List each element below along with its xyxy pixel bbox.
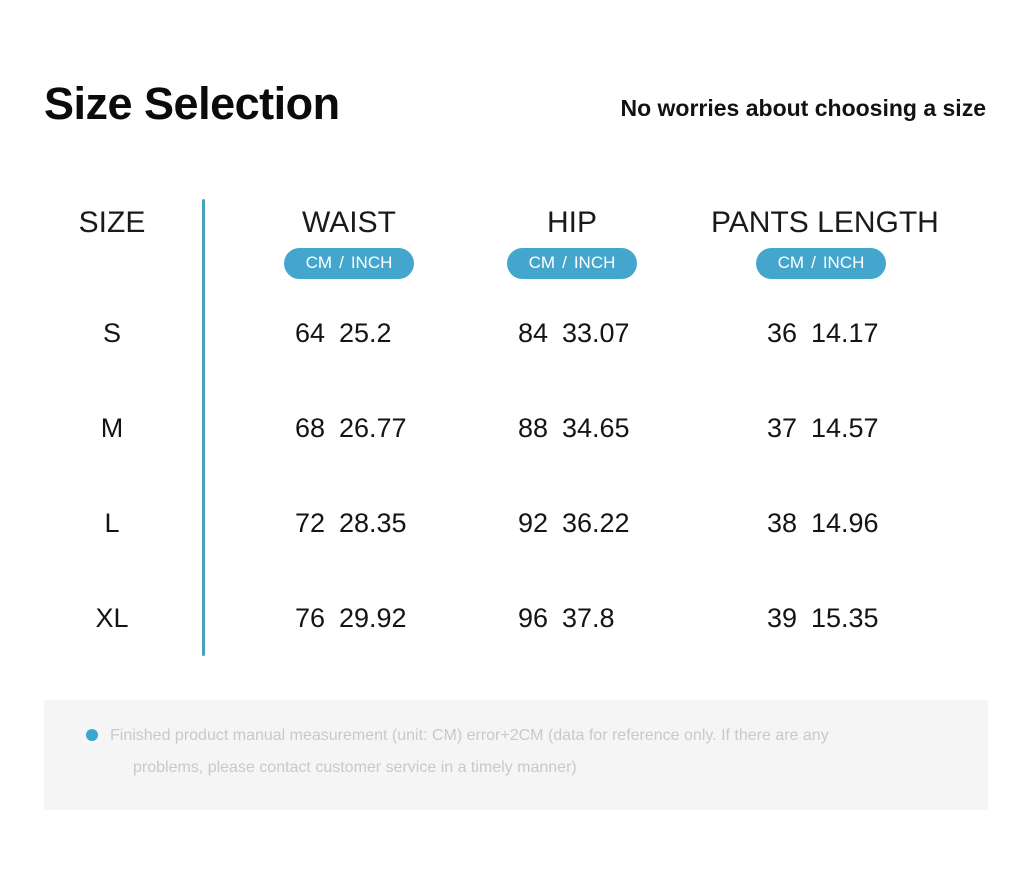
cell-hip-inch: 33.07 xyxy=(562,318,630,348)
cell-hip: 88 34.65 xyxy=(472,408,672,448)
unit-inch-label: INCH xyxy=(350,253,393,272)
cell-size: XL xyxy=(95,603,129,633)
unit-separator: / xyxy=(339,253,344,272)
cell-waist-inch: 29.92 xyxy=(339,603,407,633)
cell-waist-cm: 68 xyxy=(294,413,325,443)
cell-pants-length-inch: 14.57 xyxy=(811,413,879,443)
cell-waist: 72 28.35 xyxy=(249,503,449,543)
table-header-row: SIZE WAIST CM / INCH HIP CM / INCH PANTS LEN… xyxy=(0,196,1024,296)
page-title: Size Selection xyxy=(44,78,340,129)
cell-hip: 96 37.8 xyxy=(472,598,672,638)
cell-pants-length: 37 14.57 xyxy=(711,408,931,448)
cell-hip-inch: 36.22 xyxy=(562,508,630,538)
cell-pants-length-cm: 38 xyxy=(766,508,797,538)
bullet-icon xyxy=(86,729,98,741)
cell-waist-inch: 25.2 xyxy=(339,318,392,348)
column-header-pants-length-label: PANTS LENGTH xyxy=(711,206,939,239)
cell-waist-cm: 72 xyxy=(294,508,325,538)
cell-waist-inch: 28.35 xyxy=(339,508,407,538)
cell-pants-length: 36 14.17 xyxy=(711,313,931,353)
cell-hip-inch: 37.8 xyxy=(562,603,615,633)
table-vertical-divider xyxy=(202,199,205,656)
column-header-waist-label: WAIST xyxy=(302,206,396,239)
unit-separator: / xyxy=(562,253,567,272)
cell-pants-length-cm: 36 xyxy=(766,318,797,348)
cell-waist-cm: 64 xyxy=(294,318,325,348)
cell-size: L xyxy=(104,508,120,538)
unit-cm-label: CM xyxy=(777,253,805,272)
unit-cm-label: CM xyxy=(305,253,333,272)
column-header-pants-length: PANTS LENGTH CM / INCH xyxy=(711,204,939,279)
column-header-hip-label: HIP xyxy=(546,206,597,239)
cell-pants-length-inch: 14.96 xyxy=(811,508,879,538)
column-header-hip: HIP CM / INCH xyxy=(472,204,672,279)
column-header-waist: WAIST CM / INCH xyxy=(249,204,449,279)
cell-pants-length-inch: 14.17 xyxy=(811,318,879,348)
cell-waist: 64 25.2 xyxy=(249,313,449,353)
cell-hip: 84 33.07 xyxy=(472,313,672,353)
unit-inch-label: INCH xyxy=(822,253,865,272)
measurement-note-text: Finished product manual measurement (uni… xyxy=(110,720,960,784)
unit-separator: / xyxy=(811,253,816,272)
measurement-note-line-1: Finished product manual measurement (uni… xyxy=(110,727,829,744)
cell-hip-cm: 84 xyxy=(517,318,548,348)
unit-badge-hip: CM / INCH xyxy=(506,248,638,279)
cell-pants-length-inch: 15.35 xyxy=(811,603,879,633)
measurement-note-line-2: problems, please contact customer servic… xyxy=(133,759,577,776)
cell-hip-cm: 96 xyxy=(517,603,548,633)
unit-badge-waist: CM / INCH xyxy=(283,248,415,279)
table-row: XL 76 29.92 96 37.8 39 15.35 xyxy=(0,598,1024,642)
table-row: L 72 28.35 92 36.22 38 14.96 xyxy=(0,503,1024,547)
cell-size: M xyxy=(100,413,124,443)
cell-waist: 76 29.92 xyxy=(249,598,449,638)
cell-waist: 68 26.77 xyxy=(249,408,449,448)
cell-waist-inch: 26.77 xyxy=(339,413,407,443)
cell-hip-cm: 88 xyxy=(517,413,548,443)
column-header-size-label: SIZE xyxy=(78,206,146,239)
cell-waist-cm: 76 xyxy=(294,603,325,633)
measurement-note-panel: Finished product manual measurement (uni… xyxy=(44,700,988,810)
unit-cm-label: CM xyxy=(528,253,556,272)
table-row: M 68 26.77 88 34.65 37 14.57 xyxy=(0,408,1024,452)
unit-badge-pants-length: CM / INCH xyxy=(755,248,887,279)
cell-hip-inch: 34.65 xyxy=(562,413,630,443)
page-header: Size Selection No worries about choosing… xyxy=(0,76,1024,138)
unit-inch-label: INCH xyxy=(573,253,616,272)
cell-size: S xyxy=(102,318,121,348)
cell-hip: 92 36.22 xyxy=(472,503,672,543)
cell-pants-length: 38 14.96 xyxy=(711,503,931,543)
column-header-size: SIZE xyxy=(37,204,187,242)
table-row: S 64 25.2 84 33.07 36 14.17 xyxy=(0,313,1024,357)
cell-hip-cm: 92 xyxy=(517,508,548,538)
size-table: SIZE WAIST CM / INCH HIP CM / INCH PANTS LEN… xyxy=(0,196,1024,666)
page-subtitle: No worries about choosing a size xyxy=(620,95,986,121)
cell-pants-length-cm: 39 xyxy=(766,603,797,633)
cell-pants-length: 39 15.35 xyxy=(711,598,931,638)
cell-pants-length-cm: 37 xyxy=(766,413,797,443)
